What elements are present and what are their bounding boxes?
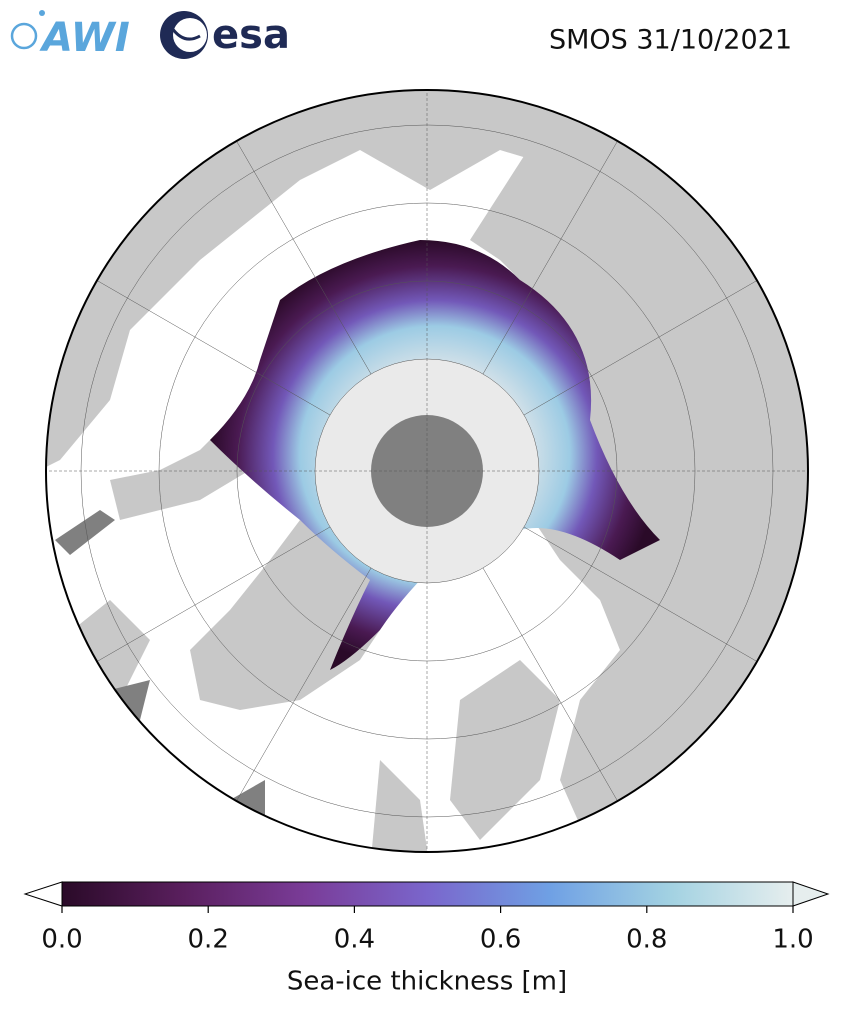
colorbar-extend-high [792,881,830,907]
awi-logo: AWI [10,10,130,61]
colorbar-extend-low [23,881,63,907]
map [46,90,808,852]
colorbar-label: Sea-ice thickness [m] [287,967,567,997]
colorbar-tick-label: 0.8 [626,925,667,955]
colorbar-tick-label: 0.0 [41,925,82,955]
esa-logo: esa [160,11,290,59]
land [46,90,808,852]
colorbar: 0.0 0.2 0.4 0.6 0.8 1.0 [23,881,830,955]
awi-logo-text: AWI [39,15,130,61]
map-border [45,89,809,853]
esa-logo-text: esa [212,12,290,58]
colorbar-tick-label: 0.2 [188,925,229,955]
colorbar-tick-label: 0.6 [480,925,521,955]
graticule [46,90,808,852]
map-title: SMOS 31/10/2021 [549,25,792,56]
colorbar-tick-label: 0.4 [334,925,375,955]
land-dark [55,510,265,820]
colorbar-bar [61,881,794,907]
colorbar-tick-label: 1.0 [772,925,813,955]
